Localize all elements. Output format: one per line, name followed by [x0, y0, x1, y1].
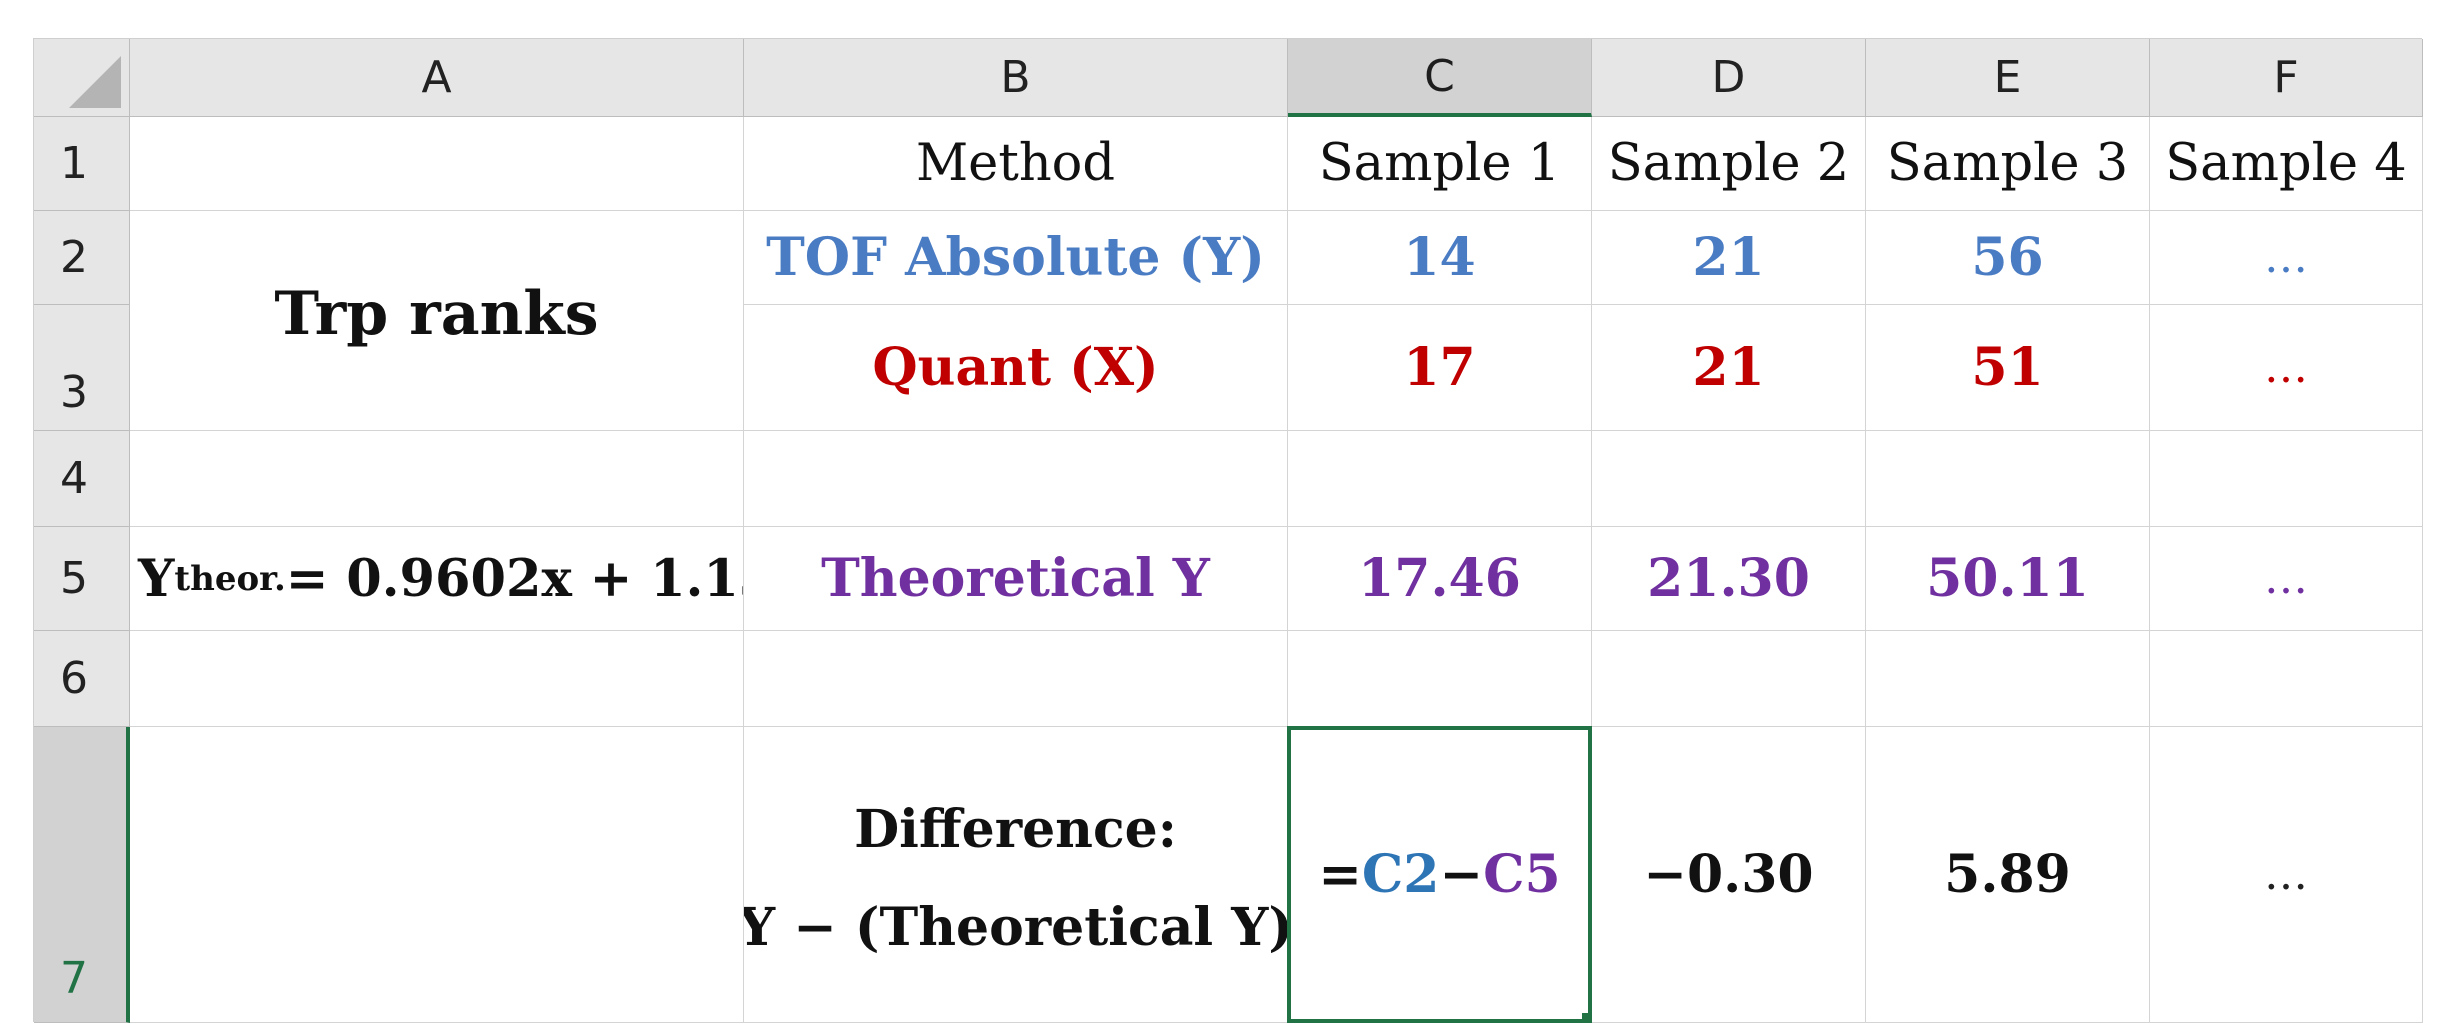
spreadsheet-grid: A B C D E F 1 Method Sample 1 Sample 2 S… [33, 38, 2423, 1023]
row-header-3[interactable]: 3 [34, 305, 130, 431]
fill-handle[interactable] [1580, 1011, 1588, 1019]
cell-a1[interactable] [130, 117, 744, 211]
cell-c4[interactable] [1288, 431, 1592, 527]
cell-d7[interactable]: −0.30 [1592, 727, 1866, 1023]
select-all-triangle-icon [69, 56, 121, 108]
select-all-button[interactable] [34, 39, 130, 117]
cell-c5[interactable]: 17.46 [1288, 527, 1592, 631]
cell-b2[interactable]: TOF Absolute (Y) [744, 211, 1288, 305]
cell-b3[interactable]: Quant (X) [744, 305, 1288, 431]
formula-subscript: theor. [174, 558, 286, 599]
cell-e7[interactable]: 5.89 [1866, 727, 2150, 1023]
cell-a6[interactable] [130, 631, 744, 727]
cell-e1[interactable]: Sample 3 [1866, 117, 2150, 211]
row-header-2[interactable]: 2 [34, 211, 130, 305]
column-header-d[interactable]: D [1592, 39, 1866, 117]
cell-f7[interactable]: … [2150, 727, 2423, 1023]
cell-e5[interactable]: 50.11 [1866, 527, 2150, 631]
cell-e4[interactable] [1866, 431, 2150, 527]
column-header-a[interactable]: A [130, 39, 744, 117]
cell-a2-a3-merged[interactable]: Trp ranks [130, 211, 744, 431]
cell-f2[interactable]: … [2150, 211, 2423, 305]
cell-f4[interactable] [2150, 431, 2423, 527]
row-header-7[interactable]: 7 [34, 727, 130, 1023]
cell-e3[interactable]: 51 [1866, 305, 2150, 431]
column-header-b[interactable]: B [744, 39, 1288, 117]
column-header-f[interactable]: F [2150, 39, 2423, 117]
cell-e6[interactable] [1866, 631, 2150, 727]
formula-ref-c2: C2 [1361, 844, 1440, 905]
cell-c3[interactable]: 17 [1288, 305, 1592, 431]
row-header-1[interactable]: 1 [34, 117, 130, 211]
cell-f3[interactable]: … [2150, 305, 2423, 431]
cell-c1[interactable]: Sample 1 [1288, 117, 1592, 211]
cell-d6[interactable] [1592, 631, 1866, 727]
cell-d5[interactable]: 21.30 [1592, 527, 1866, 631]
cell-d2[interactable]: 21 [1592, 211, 1866, 305]
cell-c7-active[interactable]: = C2 − C5 [1287, 726, 1592, 1023]
row-header-5[interactable]: 5 [34, 527, 130, 631]
cell-b7[interactable]: Difference: Y − (Theoretical Y) [744, 727, 1288, 1023]
difference-label: Difference: [854, 798, 1177, 860]
cell-d4[interactable] [1592, 431, 1866, 527]
cell-c2[interactable]: 14 [1288, 211, 1592, 305]
row-header-6[interactable]: 6 [34, 631, 130, 727]
cell-f1[interactable]: Sample 4 [2150, 117, 2423, 211]
cell-b4[interactable] [744, 431, 1288, 527]
difference-formula-label: Y − (Theoretical Y) [744, 896, 1288, 958]
cell-b6[interactable] [744, 631, 1288, 727]
formula-equation: = 0.9602x + 1.1357 [285, 548, 743, 609]
cell-a4[interactable] [130, 431, 744, 527]
formula-equals: = [1318, 844, 1362, 905]
formula-minus: − [1439, 844, 1484, 905]
cell-d1[interactable]: Sample 2 [1592, 117, 1866, 211]
formula-ref-c5: C5 [1483, 844, 1561, 905]
row-header-4[interactable]: 4 [34, 431, 130, 527]
cell-d3[interactable]: 21 [1592, 305, 1866, 431]
column-header-c[interactable]: C [1288, 39, 1592, 117]
formula-y: Y [138, 548, 175, 609]
column-header-e[interactable]: E [1866, 39, 2150, 117]
cell-b1[interactable]: Method [744, 117, 1288, 211]
cell-b5[interactable]: Theoretical Y [744, 527, 1288, 631]
cell-c6[interactable] [1288, 631, 1592, 727]
cell-e2[interactable]: 56 [1866, 211, 2150, 305]
cell-f6[interactable] [2150, 631, 2423, 727]
cell-a7[interactable] [130, 727, 744, 1023]
cell-f5[interactable]: … [2150, 527, 2423, 631]
